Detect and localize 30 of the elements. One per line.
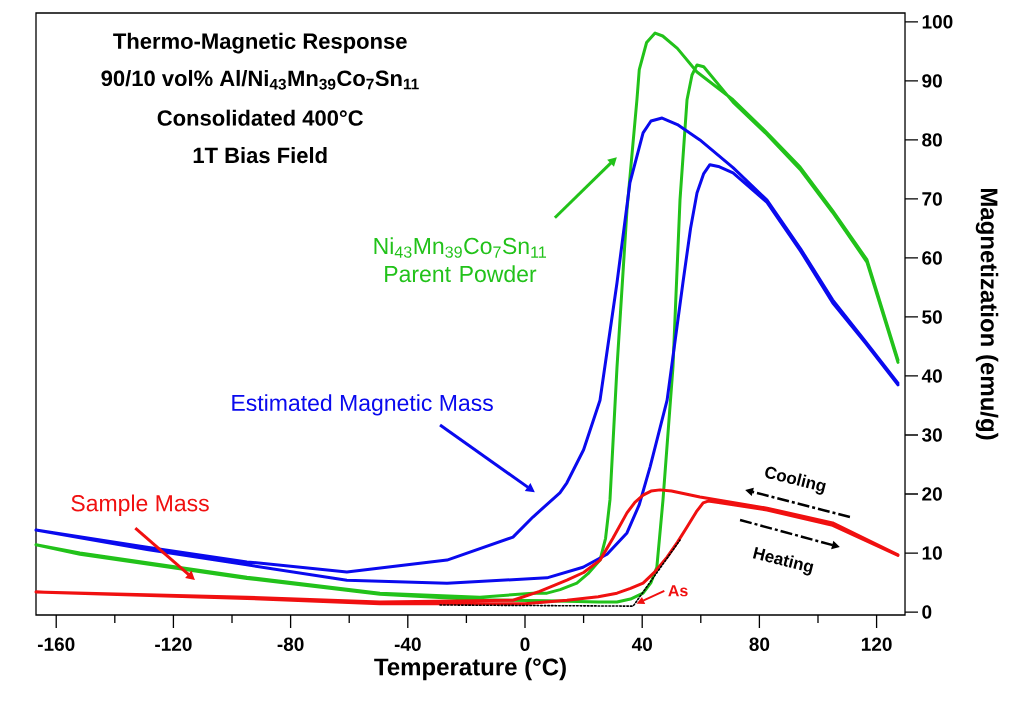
y-tick-label: 40 (921, 369, 942, 383)
text: 90/10 vol% Al/Ni$_{43}$Mn$_{39}$Co$_{7}$Sn$_{11}$ (101, 69, 419, 90)
x-tick-label: 0 (520, 637, 530, 651)
text: Thermo-Magnetic Response (113, 32, 407, 54)
annotation: As (668, 585, 688, 597)
x-tick-label: -120 (155, 637, 192, 651)
y-tick-label: 50 (922, 310, 942, 324)
x-tick-label: -40 (394, 637, 421, 651)
y-tick-label: 70 (922, 192, 942, 206)
y-tick-label: 80 (922, 133, 942, 147)
x-tick-label: -80 (277, 637, 304, 651)
y-tick-label: 0 (922, 605, 932, 619)
annotation: 1T Bias Field (193, 146, 327, 164)
text: Estimated Magnetic Mass (232, 394, 493, 416)
x-axis-title: Temperature (°C) (374, 657, 566, 681)
text: Ni$_{43}$Mn$_{39}$Co$_{7}$Sn$_{11}$ Parent Powder (374, 237, 547, 283)
x-tick-label: 120 (861, 637, 892, 651)
line-series (34, 31, 900, 604)
x-tick-label: -160 (37, 637, 75, 651)
text: Sample Mass (71, 494, 209, 516)
y-axis-title: Magnetization (emu/g) (975, 188, 999, 440)
y-tick-label: 60 (922, 251, 942, 265)
y-tick-label: 90 (922, 74, 942, 88)
annotation: Consolidated 400°C (157, 109, 363, 126)
x-tick-label: 80 (749, 637, 770, 651)
y-tick-label: 20 (922, 487, 942, 501)
x-tick-label: 40 (631, 637, 652, 651)
y-tick-label: 30 (921, 428, 942, 442)
y-tick-label: 100 (922, 15, 953, 29)
y-tick-label: 10 (922, 546, 942, 560)
